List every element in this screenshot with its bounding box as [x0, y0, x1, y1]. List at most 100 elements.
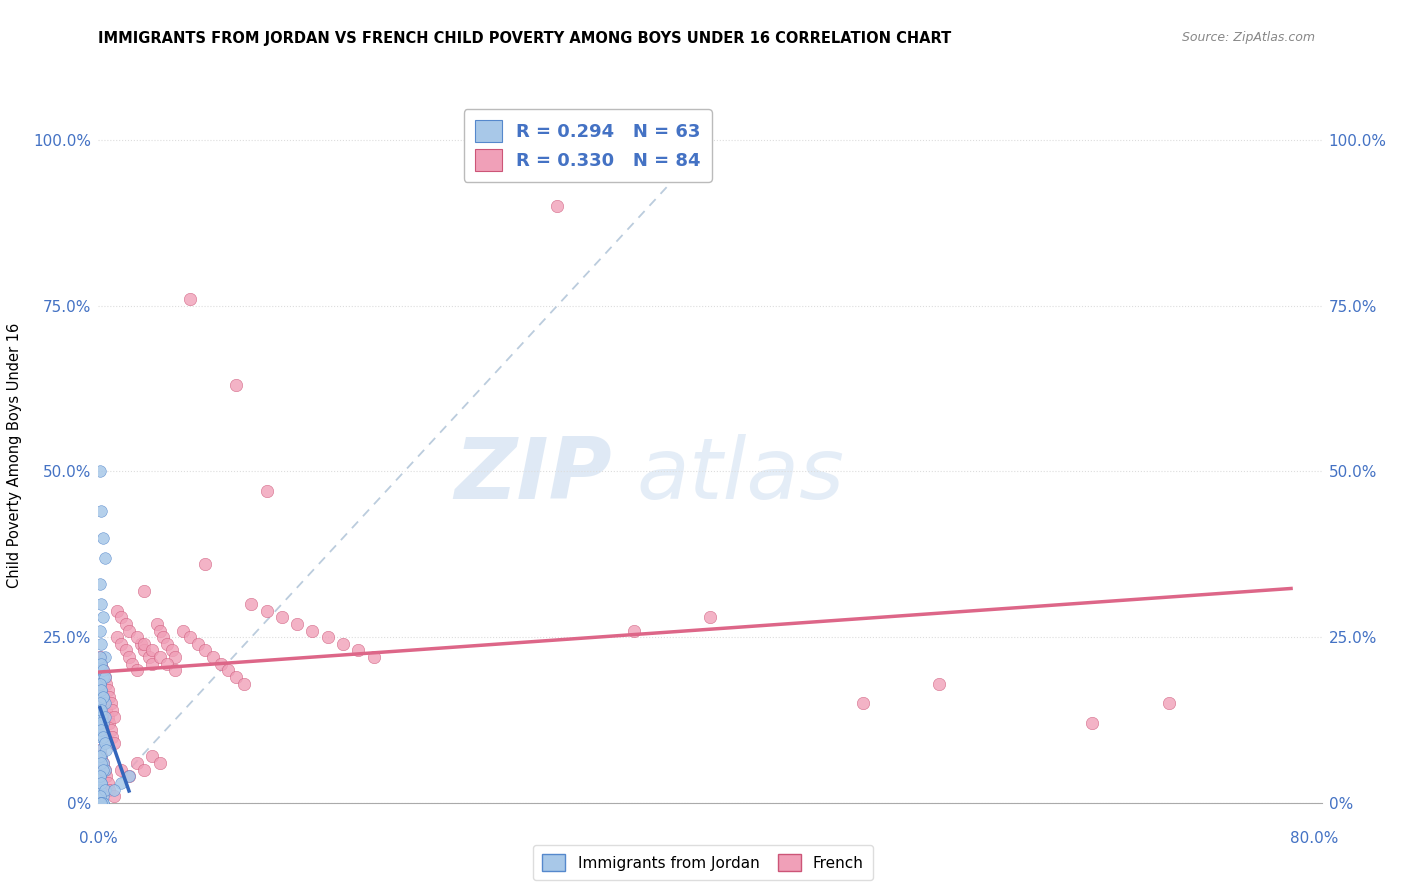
Point — [90, 683, 112, 698]
Point — [91, 730, 114, 744]
Point — [89, 782, 111, 797]
Point — [89, 703, 111, 717]
Point — [1081, 716, 1104, 731]
Point — [91, 789, 114, 804]
Text: atlas: atlas — [637, 434, 845, 517]
Point — [105, 604, 128, 618]
Point — [97, 709, 120, 723]
Point — [89, 723, 111, 737]
Point — [1157, 697, 1180, 711]
Point — [121, 657, 143, 671]
Point — [217, 663, 239, 677]
Point — [90, 749, 112, 764]
Point — [91, 756, 114, 770]
Point — [546, 199, 568, 213]
Point — [89, 769, 111, 783]
Point — [90, 683, 112, 698]
Point — [134, 763, 156, 777]
Point — [89, 743, 111, 757]
Legend: Immigrants from Jordan, French: Immigrants from Jordan, French — [533, 845, 873, 880]
Point — [90, 796, 112, 810]
Point — [270, 610, 292, 624]
Point — [90, 683, 112, 698]
Point — [209, 657, 232, 671]
Point — [240, 597, 263, 611]
Point — [93, 670, 115, 684]
Point — [91, 690, 114, 704]
Point — [91, 610, 114, 624]
Point — [149, 650, 172, 665]
Point — [152, 630, 174, 644]
Point — [110, 637, 132, 651]
Point — [89, 676, 111, 690]
Point — [94, 743, 117, 757]
Point — [94, 703, 117, 717]
Point — [93, 736, 115, 750]
Text: 0.0%: 0.0% — [79, 831, 118, 846]
Point — [90, 756, 112, 770]
Point — [105, 630, 128, 644]
Point — [90, 597, 112, 611]
Point — [93, 709, 115, 723]
Point — [93, 697, 115, 711]
Point — [90, 703, 112, 717]
Point — [89, 749, 111, 764]
Point — [89, 796, 111, 810]
Point — [90, 796, 112, 810]
Point — [89, 676, 111, 690]
Point — [91, 531, 114, 545]
Legend: R = 0.294   N = 63, R = 0.330   N = 84: R = 0.294 N = 63, R = 0.330 N = 84 — [464, 109, 711, 182]
Point — [125, 663, 148, 677]
Point — [103, 736, 125, 750]
Point — [202, 650, 225, 665]
Point — [363, 650, 385, 665]
Point — [91, 796, 114, 810]
Point — [172, 624, 194, 638]
Point — [332, 637, 354, 651]
Y-axis label: Child Poverty Among Boys Under 16: Child Poverty Among Boys Under 16 — [7, 322, 22, 588]
Point — [129, 637, 152, 651]
Point — [115, 643, 138, 657]
Point — [852, 697, 875, 711]
Point — [100, 723, 122, 737]
Point — [194, 643, 217, 657]
Text: IMMIGRANTS FROM JORDAN VS FRENCH CHILD POVERTY AMONG BOYS UNDER 16 CORRELATION C: IMMIGRANTS FROM JORDAN VS FRENCH CHILD P… — [98, 31, 952, 46]
Point — [91, 670, 114, 684]
Point — [103, 789, 125, 804]
Point — [98, 782, 121, 797]
Point — [110, 763, 132, 777]
Point — [134, 643, 156, 657]
Point — [103, 782, 125, 797]
Point — [89, 650, 111, 665]
Point — [256, 604, 278, 618]
Point — [347, 643, 370, 657]
Point — [90, 504, 112, 518]
Point — [149, 756, 172, 770]
Point — [115, 616, 138, 631]
Point — [699, 610, 721, 624]
Point — [93, 550, 115, 565]
Point — [90, 657, 112, 671]
Point — [98, 716, 121, 731]
Point — [89, 657, 111, 671]
Point — [91, 716, 114, 731]
Point — [118, 769, 141, 783]
Point — [149, 624, 172, 638]
Point — [90, 730, 112, 744]
Point — [179, 630, 201, 644]
Point — [89, 465, 111, 479]
Point — [100, 697, 122, 711]
Point — [89, 789, 111, 804]
Point — [91, 690, 114, 704]
Text: Source: ZipAtlas.com: Source: ZipAtlas.com — [1181, 31, 1315, 45]
Point — [90, 709, 112, 723]
Point — [91, 663, 114, 677]
Point — [93, 697, 115, 711]
Point — [90, 776, 112, 790]
Point — [97, 683, 120, 698]
Text: ZIP: ZIP — [454, 434, 612, 517]
Point — [93, 763, 115, 777]
Point — [285, 616, 308, 631]
Point — [232, 676, 254, 690]
Point — [98, 690, 121, 704]
